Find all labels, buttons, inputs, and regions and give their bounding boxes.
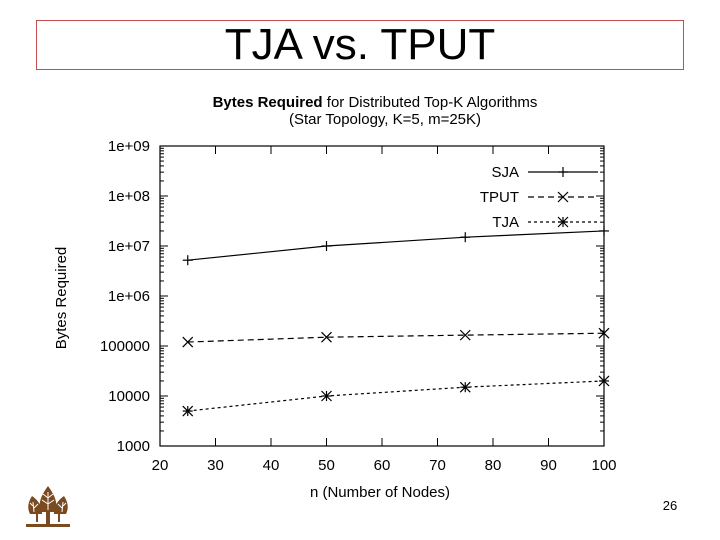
slide-title-box: TJA vs. TPUT	[36, 20, 684, 70]
axes: 20 30 40 50 60 70 80 90 100 1000 10000 100000 1e+06 1…	[100, 138, 617, 474]
x-tick-label: 100	[591, 457, 616, 474]
legend-label-tput: TPUT	[480, 189, 519, 206]
y-tick-label: 100000	[100, 338, 150, 355]
x-axis-label: n (Number of Nodes)	[310, 484, 450, 501]
x-tick-label: 40	[263, 457, 280, 474]
data-point-tja	[459, 381, 471, 393]
chart-subtitle: (Star Topology, K=5, m=25K)	[289, 111, 481, 128]
y-axis-label: Bytes Required	[53, 247, 70, 350]
x-tick-label: 70	[429, 457, 446, 474]
data-point-tja	[182, 405, 194, 417]
y-tick-label: 1e+07	[108, 238, 150, 255]
legend: SJA TPUT TJA	[480, 164, 598, 231]
x-tick-label: 60	[374, 457, 391, 474]
series-line-tja	[187, 380, 605, 412]
data-point-tput	[321, 331, 332, 343]
x-tick-label: 50	[318, 457, 335, 474]
chart-title-bold: Bytes Required	[213, 94, 323, 111]
page-number: 26	[662, 498, 678, 513]
legend-label-sja: SJA	[491, 164, 519, 181]
data-point-sja	[460, 232, 471, 243]
data-point-tput	[182, 336, 194, 348]
data-point-tput	[598, 327, 610, 339]
series-line-tput	[187, 332, 605, 343]
x-tick-label: 90	[540, 457, 557, 474]
series-line-sja	[187, 230, 605, 261]
university-tree-logo	[26, 486, 70, 527]
y-tick-label: 1e+06	[108, 288, 150, 305]
y-tick-label: 1e+08	[108, 188, 150, 205]
legend-marker-sja	[558, 167, 568, 177]
data-point-tja	[598, 375, 610, 387]
x-tick-label: 30	[207, 457, 224, 474]
x-tick-label: 80	[485, 457, 502, 474]
data-point-sja	[321, 241, 332, 251]
y-tick-label: 1e+09	[108, 138, 150, 155]
chart-title-rest: for Distributed Top-K Algorithms	[323, 94, 538, 111]
slide-title: TJA vs. TPUT	[224, 20, 496, 69]
data-point-tja	[321, 390, 332, 402]
x-tick-label: 20	[152, 457, 169, 474]
plot-frame	[159, 145, 605, 447]
chart-title: Bytes Required for Distributed Top-K Alg…	[213, 94, 538, 111]
legend-label-tja: TJA	[492, 214, 519, 231]
data-point-tput	[459, 329, 471, 341]
data-point-sja	[599, 225, 609, 236]
legend-marker-tput	[557, 191, 569, 203]
data-point-sja	[182, 255, 193, 266]
y-tick-label: 1000	[117, 438, 150, 455]
y-tick-label: 10000	[108, 388, 150, 405]
series-layer	[182, 225, 610, 417]
legend-marker-tja	[557, 216, 569, 228]
